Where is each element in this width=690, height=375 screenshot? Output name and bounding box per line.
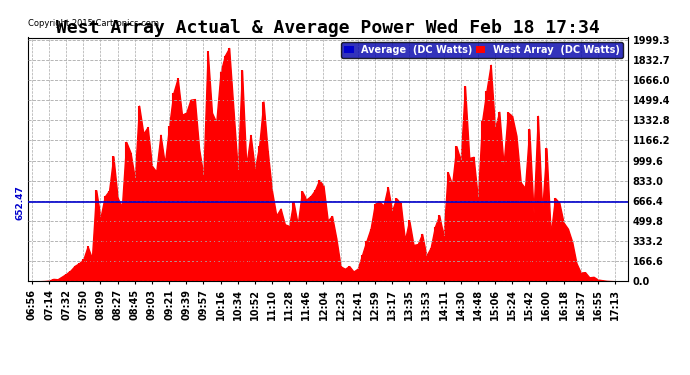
Legend: Average  (DC Watts), West Array  (DC Watts): Average (DC Watts), West Array (DC Watts… — [341, 42, 623, 58]
Text: 652.47: 652.47 — [16, 185, 25, 220]
Text: Copyright 2015 Cartronics.com: Copyright 2015 Cartronics.com — [28, 19, 159, 28]
Title: West Array Actual & Average Power Wed Feb 18 17:34: West Array Actual & Average Power Wed Fe… — [56, 20, 600, 38]
